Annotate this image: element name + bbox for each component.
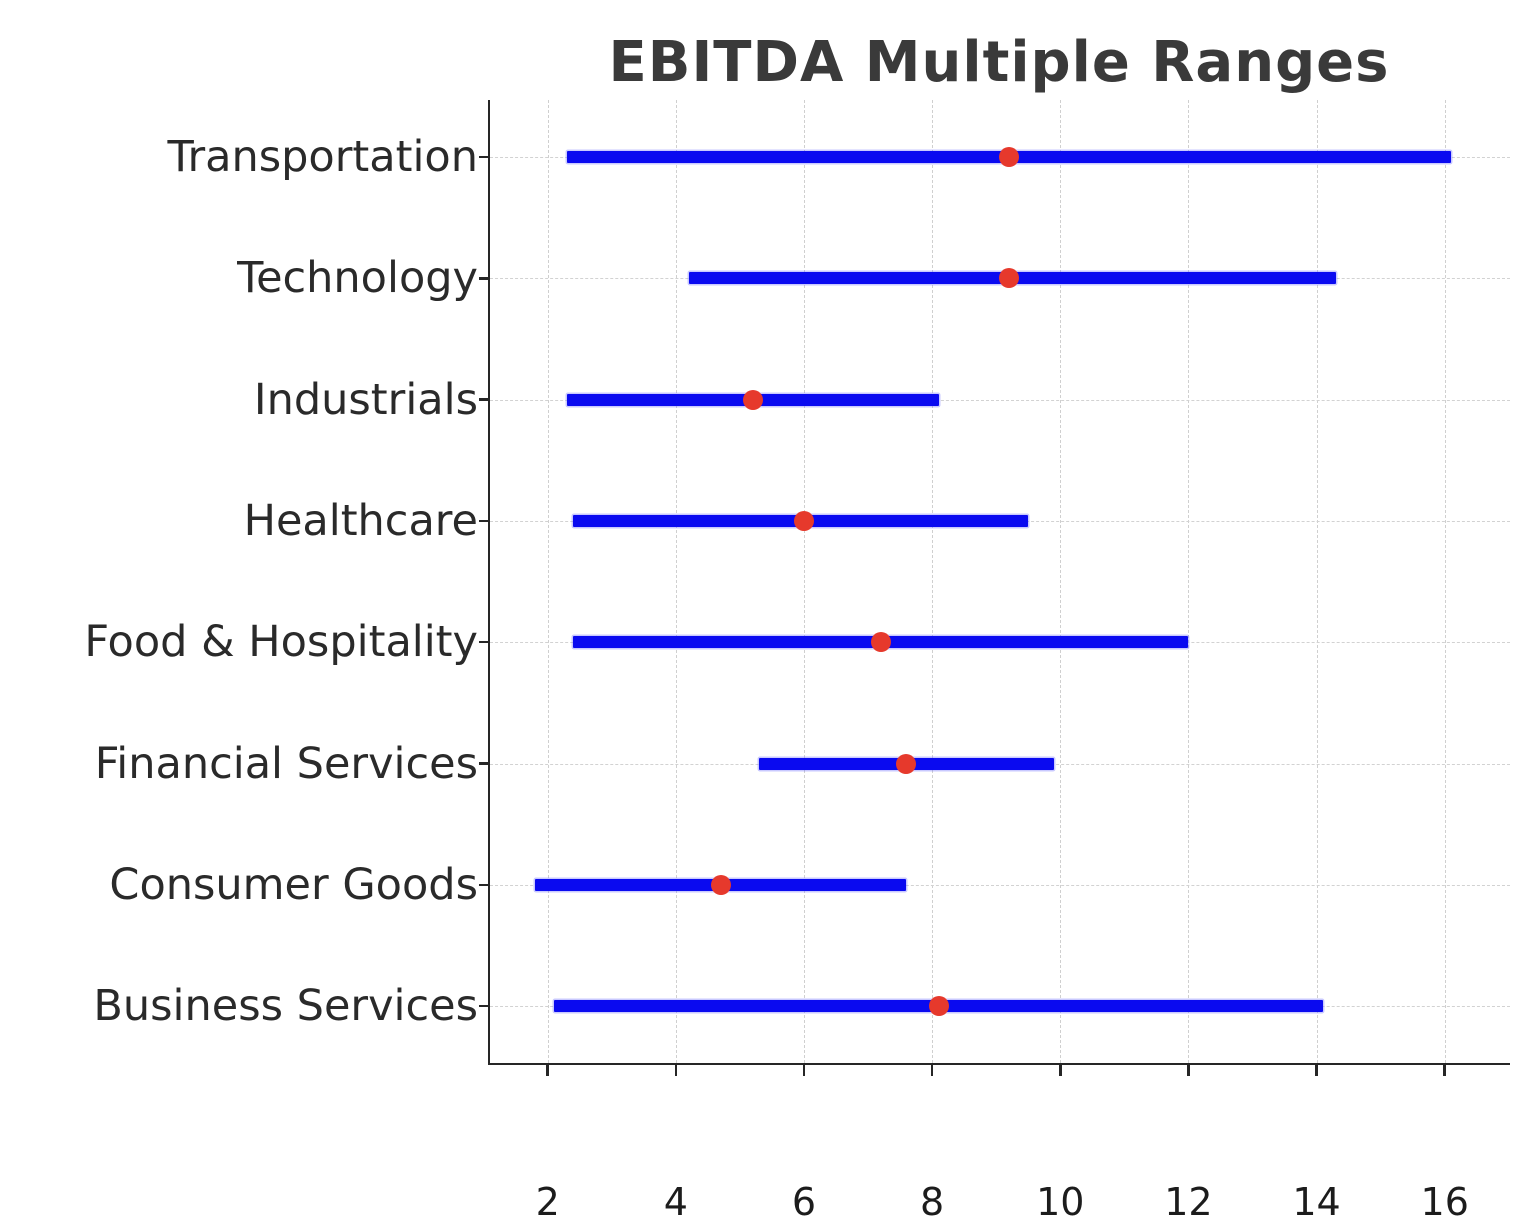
x-tick-label: 2	[535, 1180, 560, 1224]
median-dot	[793, 510, 814, 531]
x-tick-mark	[1315, 1065, 1318, 1076]
chart-title: EBITDA Multiple Ranges	[608, 30, 1390, 95]
median-dot	[710, 874, 731, 895]
category-label: Healthcare	[243, 495, 478, 546]
y-tick-mark	[479, 277, 490, 280]
x-tick-label: 8	[920, 1180, 945, 1224]
y-gridline	[480, 399, 1510, 401]
category-label: Technology	[237, 253, 478, 304]
x-tick-mark	[674, 1065, 678, 1076]
x-tick-label: 10	[1036, 1180, 1085, 1224]
category-label: Financial Services	[94, 738, 478, 789]
category-label: Food & Hospitality	[84, 617, 478, 668]
category-label: Transportation	[167, 132, 479, 182]
x-tick-label: 4	[663, 1180, 688, 1224]
x-gridline	[675, 100, 677, 1063]
median-dot	[999, 147, 1019, 167]
x-gridline	[1060, 100, 1062, 1063]
y-tick-mark	[479, 155, 490, 159]
y-tick-mark	[479, 640, 490, 644]
x-gridline	[1316, 100, 1318, 1063]
median-dot	[742, 389, 763, 410]
x-tick-mark	[1443, 1065, 1446, 1076]
median-dot	[999, 268, 1019, 289]
y-tick-mark	[479, 762, 490, 765]
category-label: Business Services	[93, 981, 478, 1032]
x-tick-mark	[546, 1065, 549, 1076]
x-gridline	[1444, 100, 1446, 1063]
x-gridline	[803, 100, 805, 1063]
median-dot	[896, 753, 917, 774]
x-tick-label: 16	[1420, 1180, 1469, 1224]
x-gridline	[932, 100, 934, 1063]
x-tick-label: 12	[1164, 1180, 1213, 1224]
category-label: Industrials	[253, 374, 478, 425]
median-dot	[928, 996, 949, 1017]
x-tick-mark	[930, 1065, 934, 1076]
category-label: Consumer Goods	[109, 859, 478, 910]
ebitda-multiple-ranges-chart: EBITDA Multiple Ranges 2 4 6 8 10 12 14 16 Tran…	[84, 30, 1510, 1224]
x-tick-mark	[802, 1065, 806, 1076]
plot-area: 2 4 6 8 10 12 14 16	[479, 100, 1510, 1224]
y-tick-mark	[479, 883, 490, 887]
x-gridline	[547, 100, 549, 1063]
y-tick-mark	[479, 519, 490, 523]
y-tick-mark	[479, 398, 490, 401]
y-gridline	[480, 884, 1510, 886]
x-gridline	[1188, 100, 1190, 1063]
x-tick-mark	[1059, 1065, 1062, 1076]
x-tick-label: 6	[791, 1180, 817, 1224]
x-tick-label: 14	[1292, 1180, 1341, 1224]
x-tick-mark	[1187, 1065, 1190, 1076]
y-tick-mark	[479, 1004, 490, 1008]
median-dot	[870, 632, 891, 653]
